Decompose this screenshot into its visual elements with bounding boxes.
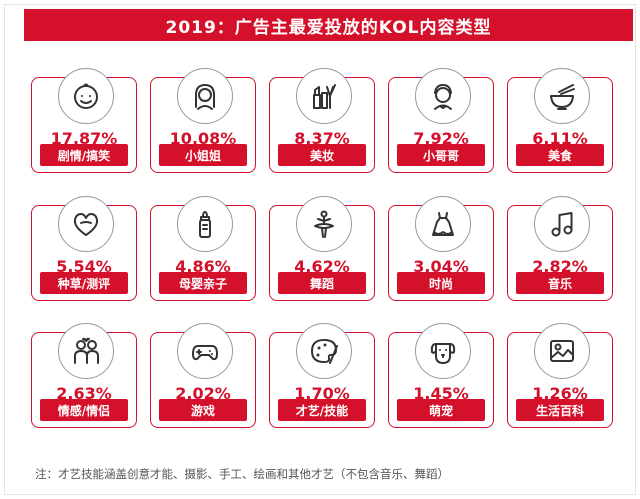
category-label: 音乐 xyxy=(516,272,604,294)
category-label: 美妆 xyxy=(278,144,366,166)
girl-icon xyxy=(177,68,233,124)
kol-category-card: 1.26% 生活百科 xyxy=(507,323,613,428)
smiley-face-icon xyxy=(58,68,114,124)
heart-icon xyxy=(58,196,114,252)
kol-category-card: 6.11% 美食 xyxy=(507,68,613,173)
couple-icon xyxy=(58,323,114,379)
percentage-value: 4.86% xyxy=(175,257,231,276)
category-label: 才艺/技能 xyxy=(278,399,366,421)
footnote: 注：才艺技能涵盖创意才能、摄影、手工、绘画和其他才艺（不包含音乐、舞蹈） xyxy=(35,467,449,481)
category-label: 剧情/搞笑 xyxy=(40,144,128,166)
kol-category-card: 3.04% 时尚 xyxy=(388,196,494,301)
percentage-value: 3.04% xyxy=(413,257,469,276)
category-label: 母婴亲子 xyxy=(159,272,247,294)
dress-icon xyxy=(415,196,471,252)
percentage-value: 8.37% xyxy=(294,129,350,148)
percentage-value: 5.54% xyxy=(56,257,112,276)
category-label: 小哥哥 xyxy=(397,144,485,166)
category-label: 情感/情侣 xyxy=(40,399,128,421)
percentage-value: 1.45% xyxy=(413,384,469,403)
category-label: 小姐姐 xyxy=(159,144,247,166)
percentage-value: 7.92% xyxy=(413,129,469,148)
music-note-icon xyxy=(534,196,590,252)
percentage-value: 1.70% xyxy=(294,384,350,403)
dog-icon xyxy=(415,323,471,379)
kol-category-card: 8.37% 美妆 xyxy=(269,68,375,173)
kol-category-card: 2.02% 游戏 xyxy=(150,323,256,428)
category-label: 种草/测评 xyxy=(40,272,128,294)
kol-category-card: 7.92% 小哥哥 xyxy=(388,68,494,173)
kol-category-card: 17.87% 剧情/搞笑 xyxy=(31,68,137,173)
bowl-chopsticks-icon xyxy=(534,68,590,124)
kol-category-card: 4.62% 舞蹈 xyxy=(269,196,375,301)
makeup-icon xyxy=(296,68,352,124)
ballerina-icon xyxy=(296,196,352,252)
percentage-value: 2.82% xyxy=(532,257,588,276)
baby-bottle-icon xyxy=(177,196,233,252)
kol-category-card: 1.45% 萌宠 xyxy=(388,323,494,428)
category-label: 生活百科 xyxy=(516,399,604,421)
kol-category-card: 5.54% 种草/测评 xyxy=(31,196,137,301)
category-label: 时尚 xyxy=(397,272,485,294)
palette-icon xyxy=(296,323,352,379)
kol-category-card: 1.70% 才艺/技能 xyxy=(269,323,375,428)
kol-category-card: 2.63% 情感/情侣 xyxy=(31,323,137,428)
percentage-value: 2.63% xyxy=(56,384,112,403)
kol-category-card: 4.86% 母婴亲子 xyxy=(150,196,256,301)
percentage-value: 4.62% xyxy=(294,257,350,276)
gamepad-icon xyxy=(177,323,233,379)
category-label: 萌宠 xyxy=(397,399,485,421)
percentage-value: 6.11% xyxy=(532,129,588,148)
percentage-value: 17.87% xyxy=(50,129,118,148)
kol-category-card: 10.08% 小姐姐 xyxy=(150,68,256,173)
chart-title: 2019：广告主最爱投放的KOL内容类型 xyxy=(24,9,633,41)
boy-icon xyxy=(415,68,471,124)
picture-icon xyxy=(534,323,590,379)
category-label: 美食 xyxy=(516,144,604,166)
percentage-value: 2.02% xyxy=(175,384,231,403)
kol-category-card: 2.82% 音乐 xyxy=(507,196,613,301)
category-label: 舞蹈 xyxy=(278,272,366,294)
infographic-frame: 2019：广告主最爱投放的KOL内容类型 17.87% 剧情/搞笑 10.08% 小姐… xyxy=(4,4,636,495)
category-label: 游戏 xyxy=(159,399,247,421)
percentage-value: 1.26% xyxy=(532,384,588,403)
percentage-value: 10.08% xyxy=(169,129,237,148)
